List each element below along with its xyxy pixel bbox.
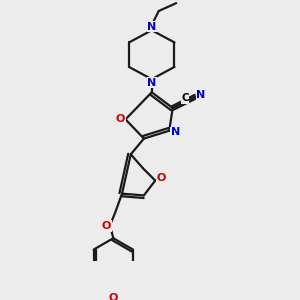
Text: N: N <box>147 78 156 88</box>
Text: O: O <box>157 173 166 183</box>
Text: N: N <box>147 22 156 32</box>
Text: N: N <box>196 90 205 100</box>
Text: O: O <box>116 114 125 124</box>
Text: C: C <box>181 93 189 103</box>
Text: O: O <box>109 292 118 300</box>
Text: O: O <box>102 221 111 231</box>
Text: N: N <box>171 128 180 137</box>
